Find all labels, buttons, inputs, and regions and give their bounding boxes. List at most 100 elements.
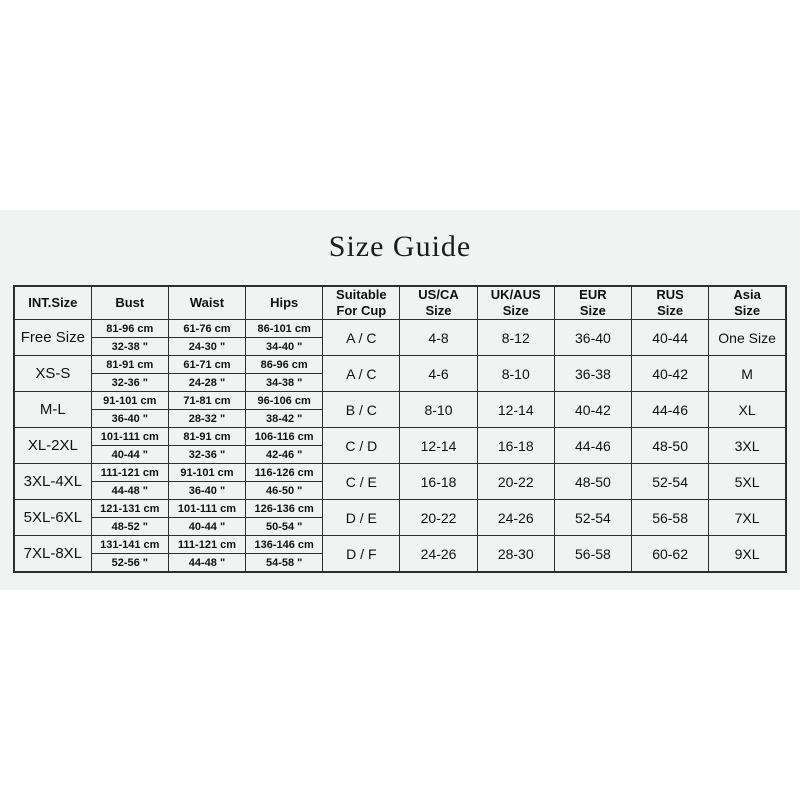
uk-aus-size-cell: 16-18 — [476, 427, 555, 464]
bust-inch-cell: 48-52 " — [90, 517, 169, 536]
column-header-waist: Waist — [167, 285, 247, 320]
uk-aus-size-cell: 12-14 — [476, 391, 555, 428]
int-size-cell: M-L — [13, 391, 92, 428]
cup-cell: C / E — [322, 463, 401, 500]
eur-size-cell: 40-42 — [553, 391, 633, 428]
int-size-cell: XS-S — [13, 355, 92, 392]
rus-size-cell: 40-42 — [630, 355, 710, 392]
size-row-cm: M-L 91-101 cm 71-81 cm 96-106 cm B / C 8… — [13, 391, 787, 428]
waist-inch-cell: 40-44 " — [167, 517, 247, 536]
column-header-bust: Bust — [90, 285, 169, 320]
size-row-inch: 44-48 " 36-40 " 46-50 " — [14, 481, 786, 500]
size-row-cm: Free Size 81-96 cm 61-76 cm 86-101 cm A … — [13, 319, 787, 356]
size-row-inch: 48-52 " 40-44 " 50-54 " — [14, 517, 786, 536]
bust-cm-cell: 91-101 cm — [90, 391, 169, 410]
bust-inch-cell: 32-38 " — [90, 337, 169, 356]
bust-cm-cell: 111-121 cm — [90, 463, 169, 482]
waist-cm-cell: 61-76 cm — [167, 319, 247, 338]
asia-size-cell: 9XL — [708, 535, 787, 573]
bust-inch-cell: 32-36 " — [90, 373, 169, 392]
column-header-cup: Suitable For Cup — [322, 285, 401, 320]
rus-size-cell: 44-46 — [630, 391, 710, 428]
cup-cell: A / C — [322, 319, 401, 356]
waist-inch-cell: 28-32 " — [167, 409, 247, 428]
size-row-cm: 5XL-6XL 121-131 cm 101-111 cm 126-136 cm… — [13, 499, 787, 536]
hips-cm-cell: 96-106 cm — [245, 391, 324, 410]
bust-cm-cell: 81-96 cm — [90, 319, 169, 338]
waist-cm-cell: 71-81 cm — [167, 391, 247, 410]
hips-cm-cell: 86-96 cm — [245, 355, 324, 374]
uk-aus-size-cell: 24-26 — [476, 499, 555, 536]
page-title: Size Guide — [328, 230, 472, 263]
int-size-cell: 5XL-6XL — [13, 499, 92, 536]
waist-inch-cell: 24-28 " — [167, 373, 247, 392]
eur-size-cell: 52-54 — [553, 499, 633, 536]
waist-inch-cell: 44-48 " — [167, 553, 247, 573]
hips-inch-cell: 54-58 " — [245, 553, 324, 573]
us-ca-size-cell: 16-18 — [399, 463, 478, 500]
column-header-hips: Hips — [245, 285, 324, 320]
size-row-inch: 40-44 " 32-36 " 42-46 " — [14, 445, 786, 464]
rus-size-cell: 48-50 — [630, 427, 710, 464]
waist-inch-cell: 32-36 " — [167, 445, 247, 464]
hips-cm-cell: 136-146 cm — [245, 535, 324, 554]
hips-cm-cell: 126-136 cm — [245, 499, 324, 518]
cup-cell: D / E — [322, 499, 401, 536]
int-size-cell: 3XL-4XL — [13, 463, 92, 500]
size-row-inch: 32-36 " 24-28 " 34-38 " — [14, 373, 786, 392]
rus-size-cell: 56-58 — [630, 499, 710, 536]
waist-cm-cell: 81-91 cm — [167, 427, 247, 446]
hips-cm-cell: 86-101 cm — [245, 319, 324, 338]
hips-cm-cell: 106-116 cm — [245, 427, 324, 446]
size-row-cm: XL-2XL 101-111 cm 81-91 cm 106-116 cm C … — [13, 427, 787, 464]
eur-size-cell: 36-40 — [553, 319, 633, 356]
size-guide-panel: Size Guide INT.Size Bust Waist Hips Suit… — [0, 210, 800, 590]
int-size-cell: XL-2XL — [13, 427, 92, 464]
eur-size-cell: 48-50 — [553, 463, 633, 500]
rus-size-cell: 52-54 — [630, 463, 710, 500]
bust-inch-cell: 36-40 " — [90, 409, 169, 428]
us-ca-size-cell: 4-6 — [399, 355, 478, 392]
table-body: Free Size 81-96 cm 61-76 cm 86-101 cm A … — [13, 319, 787, 573]
waist-cm-cell: 61-71 cm — [167, 355, 247, 374]
waist-inch-cell: 36-40 " — [167, 481, 247, 500]
us-ca-size-cell: 24-26 — [399, 535, 478, 573]
bust-inch-cell: 40-44 " — [90, 445, 169, 464]
uk-aus-size-cell: 20-22 — [476, 463, 555, 500]
size-table: INT.Size Bust Waist Hips Suitable For Cu… — [13, 285, 787, 573]
size-row-inch: 52-56 " 44-48 " 54-58 " — [14, 553, 786, 573]
asia-size-cell: 5XL — [708, 463, 787, 500]
column-header-uk-aus: UK/AUS Size — [476, 285, 555, 320]
uk-aus-size-cell: 8-12 — [476, 319, 555, 356]
uk-aus-size-cell: 8-10 — [476, 355, 555, 392]
hips-inch-cell: 34-40 " — [245, 337, 324, 356]
asia-size-cell: 3XL — [708, 427, 787, 464]
bust-cm-cell: 81-91 cm — [90, 355, 169, 374]
size-row-cm: 7XL-8XL 131-141 cm 111-121 cm 136-146 cm… — [13, 535, 787, 573]
column-header-rus: RUS Size — [630, 285, 710, 320]
cup-cell: D / F — [322, 535, 401, 573]
int-size-cell: Free Size — [13, 319, 92, 356]
waist-cm-cell: 111-121 cm — [167, 535, 247, 554]
asia-size-cell: XL — [708, 391, 787, 428]
waist-inch-cell: 24-30 " — [167, 337, 247, 356]
us-ca-size-cell: 4-8 — [399, 319, 478, 356]
column-header-us-ca: US/CA Size — [399, 285, 478, 320]
hips-inch-cell: 50-54 " — [245, 517, 324, 536]
rus-size-cell: 40-44 — [630, 319, 710, 356]
cup-cell: A / C — [322, 355, 401, 392]
column-header-asia: Asia Size — [708, 285, 787, 320]
cup-cell: C / D — [322, 427, 401, 464]
hips-inch-cell: 46-50 " — [245, 481, 324, 500]
asia-size-cell: 7XL — [708, 499, 787, 536]
bust-inch-cell: 52-56 " — [90, 553, 169, 573]
hips-inch-cell: 34-38 " — [245, 373, 324, 392]
int-size-cell: 7XL-8XL — [13, 535, 92, 573]
uk-aus-size-cell: 28-30 — [476, 535, 555, 573]
waist-cm-cell: 101-111 cm — [167, 499, 247, 518]
size-row-cm: 3XL-4XL 111-121 cm 91-101 cm 116-126 cm … — [13, 463, 787, 500]
column-header-int-size: INT.Size — [13, 285, 92, 320]
bust-cm-cell: 101-111 cm — [90, 427, 169, 446]
column-header-eur: EUR Size — [553, 285, 633, 320]
